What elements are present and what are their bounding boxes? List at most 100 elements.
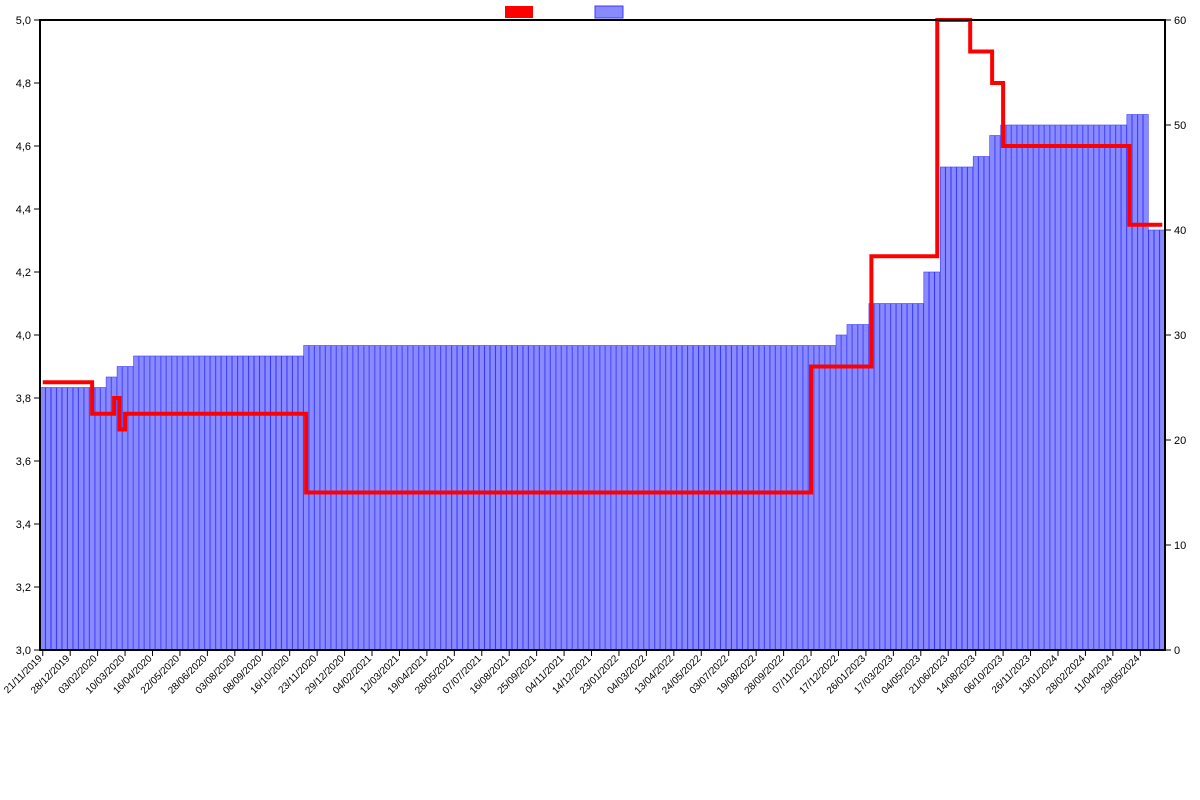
bar (929, 272, 934, 650)
bar (260, 356, 265, 650)
bar (348, 346, 353, 651)
bar (46, 388, 51, 651)
bar (381, 346, 386, 651)
bar (825, 346, 830, 651)
bar (781, 346, 786, 651)
bar (216, 356, 221, 650)
bar (787, 346, 792, 651)
bar (1083, 125, 1088, 650)
y-right-tick-label: 60 (1174, 15, 1186, 27)
bar (402, 346, 407, 651)
bar (501, 346, 506, 651)
bar (485, 346, 490, 651)
bar (106, 377, 111, 650)
bar (1099, 125, 1104, 650)
bar (973, 157, 978, 651)
bar (754, 346, 759, 651)
bar (885, 304, 890, 651)
bar (918, 304, 923, 651)
bar (446, 346, 451, 651)
bar (205, 356, 210, 650)
bar (243, 356, 248, 650)
combo-chart: 3,03,23,43,63,84,04,24,44,64,85,00102030… (0, 0, 1200, 800)
bar (1160, 230, 1165, 650)
bar (512, 346, 517, 651)
bar (671, 346, 676, 651)
bar (990, 136, 995, 651)
bar (1061, 125, 1066, 650)
bar (540, 346, 545, 651)
bar (726, 346, 731, 651)
bar (1039, 125, 1044, 650)
bar (254, 356, 259, 650)
bar (979, 157, 984, 651)
bar (831, 346, 836, 651)
bar (1077, 125, 1082, 650)
bar (161, 356, 166, 650)
bar (847, 325, 852, 651)
bar (73, 388, 78, 651)
bar (1050, 125, 1055, 650)
bar (1154, 230, 1159, 650)
bar (463, 346, 468, 651)
bar (595, 346, 600, 651)
bar (1072, 125, 1077, 650)
bar (627, 346, 632, 651)
bar (677, 346, 682, 651)
y-right-tick-label: 30 (1174, 330, 1186, 342)
bar (737, 346, 742, 651)
bar (891, 304, 896, 651)
bar (309, 346, 314, 651)
bar (622, 346, 627, 651)
bar (287, 356, 292, 650)
bar (353, 346, 358, 651)
bar (101, 388, 106, 651)
bar (479, 346, 484, 651)
bar (962, 167, 967, 650)
bar (474, 346, 479, 651)
bar (567, 346, 572, 651)
bar (172, 356, 177, 650)
y-left-tick-label: 4,0 (16, 330, 31, 342)
bar (682, 346, 687, 651)
bar (166, 356, 171, 650)
bar (880, 304, 885, 651)
bar (770, 346, 775, 651)
bar (545, 346, 550, 651)
bar (611, 346, 616, 651)
bar (342, 346, 347, 651)
bar (199, 356, 204, 650)
bar (435, 346, 440, 651)
bar (370, 346, 375, 651)
bar (699, 346, 704, 651)
bar (562, 346, 567, 651)
bar (293, 356, 298, 650)
bar (534, 346, 539, 651)
bar (419, 346, 424, 651)
bar (40, 388, 45, 651)
bar (375, 346, 380, 651)
bar (644, 346, 649, 651)
bar (935, 272, 940, 650)
bar (227, 356, 232, 650)
legend-bar-swatch (595, 6, 623, 18)
bar (573, 346, 578, 651)
bar (638, 346, 643, 651)
bar (1149, 230, 1154, 650)
bar (1116, 125, 1121, 650)
y-left-tick-label: 3,8 (16, 393, 31, 405)
bar (759, 346, 764, 651)
bar (79, 388, 84, 651)
bar (62, 388, 67, 651)
bar (139, 356, 144, 650)
bar (496, 346, 501, 651)
bar (359, 346, 364, 651)
bar (1066, 125, 1071, 650)
bar (331, 346, 336, 651)
bar (523, 346, 528, 651)
bar (457, 346, 462, 651)
y-right-tick-label: 20 (1174, 435, 1186, 447)
bar (913, 304, 918, 651)
bar (743, 346, 748, 651)
bar (858, 325, 863, 651)
